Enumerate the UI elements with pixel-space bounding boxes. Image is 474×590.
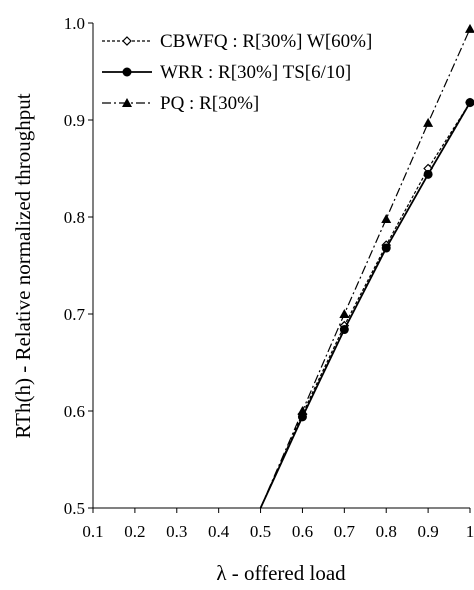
legend-item: WRR : R[30%] TS[6/10] bbox=[102, 62, 351, 83]
series-line bbox=[260, 28, 471, 509]
data-point bbox=[339, 325, 349, 335]
x-tick-label: 0.8 bbox=[376, 522, 397, 541]
legend-label: CBWFQ : R[30%] W[60%] bbox=[160, 31, 372, 52]
x-tick-label: 0.5 bbox=[250, 522, 271, 541]
y-axis-title: RTh(h) - Relative normalized throughput bbox=[11, 93, 35, 438]
legend-label: PQ : R[30%] bbox=[160, 93, 259, 114]
series-3 bbox=[260, 23, 474, 509]
legend-marker bbox=[122, 98, 132, 107]
data-point bbox=[381, 243, 391, 253]
x-tick-label: 0.4 bbox=[208, 522, 230, 541]
y-tick-label: 0.6 bbox=[64, 402, 85, 421]
x-tick-label: 0.7 bbox=[334, 522, 356, 541]
data-point bbox=[381, 213, 392, 223]
x-tick-label: 0.6 bbox=[292, 522, 313, 541]
legend-item: PQ : R[30%] bbox=[102, 93, 259, 114]
x-tick-label: 0.3 bbox=[166, 522, 187, 541]
series-1 bbox=[260, 97, 474, 509]
x-tick-label: 0.2 bbox=[124, 522, 145, 541]
legend-marker bbox=[122, 67, 132, 77]
x-ticks: 0.1 0.2 0.3 0.4 0.5 0.6 0.7 0.8 0.9 1 bbox=[82, 508, 474, 541]
series-2 bbox=[259, 98, 474, 509]
y-tick-label: 1.0 bbox=[64, 14, 85, 33]
x-tick-label: 0.1 bbox=[82, 522, 103, 541]
data-point bbox=[339, 309, 350, 318]
legend-item: CBWFQ : R[30%] W[60%] bbox=[102, 31, 372, 52]
y-tick-label: 0.5 bbox=[64, 499, 85, 518]
data-point bbox=[423, 169, 433, 179]
plot-series bbox=[259, 23, 474, 509]
legend-label: WRR : R[30%] TS[6/10] bbox=[160, 62, 351, 83]
legend-marker bbox=[122, 36, 132, 46]
x-tick-label: 0.9 bbox=[417, 522, 438, 541]
legend: CBWFQ : R[30%] W[60%] WRR : R[30%] TS[6/1… bbox=[102, 31, 372, 114]
data-point bbox=[465, 23, 474, 33]
data-point bbox=[465, 98, 474, 108]
x-axis: 0.1 0.2 0.3 0.4 0.5 0.6 0.7 0.8 0.9 1 λ - offered… bbox=[82, 507, 474, 585]
y-tick-label: 0.8 bbox=[64, 208, 85, 227]
series-line bbox=[259, 102, 471, 509]
data-point bbox=[423, 117, 434, 127]
series-line bbox=[260, 102, 471, 509]
y-ticks: 0.5 0.6 0.7 0.8 0.9 1.0 bbox=[64, 14, 93, 518]
y-tick-label: 0.7 bbox=[64, 305, 86, 324]
x-tick-label: 1 bbox=[466, 522, 474, 541]
y-axis: 0.5 0.6 0.7 0.8 0.9 1.0 RTh(h) - Relative nor… bbox=[11, 14, 94, 518]
y-tick-label: 0.9 bbox=[64, 111, 85, 130]
data-point bbox=[297, 406, 308, 415]
x-axis-title: λ - offered load bbox=[216, 561, 346, 585]
